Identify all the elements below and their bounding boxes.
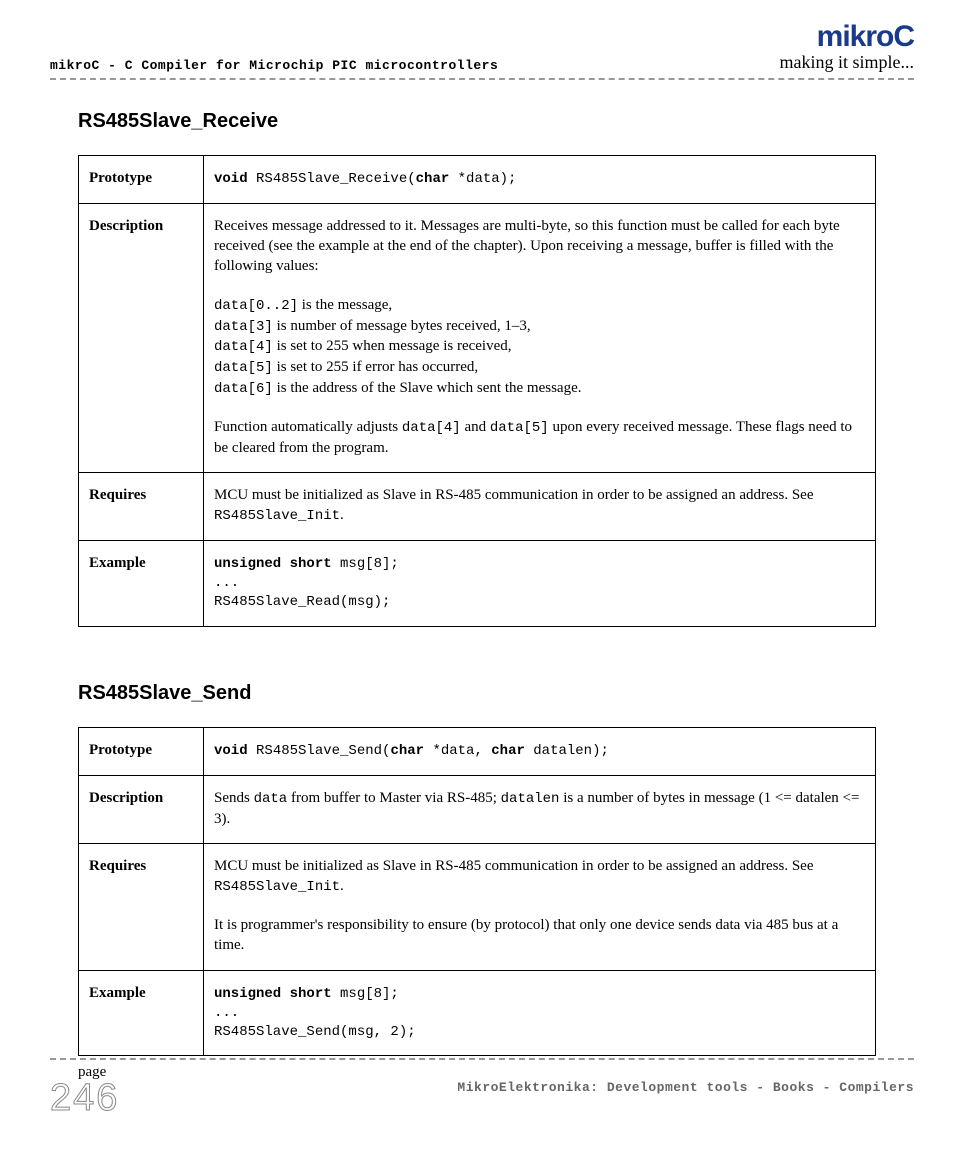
desc-text: MCU must be initialized as Slave in RS-4… xyxy=(214,487,813,503)
code-keyword: void xyxy=(214,743,248,759)
brand-tagline: making it simple... xyxy=(780,52,915,73)
desc-text: is the address of the Slave which sent t… xyxy=(273,380,582,396)
code-text: *data, xyxy=(424,743,491,759)
desc-text: Sends xyxy=(214,790,254,806)
code-text: *data); xyxy=(449,171,516,187)
code-text: datalen xyxy=(501,791,560,807)
cell-label: Description xyxy=(79,203,204,472)
code-keyword: unsigned short xyxy=(214,986,332,1002)
desc-text: It is programmer's responsibility to ens… xyxy=(214,915,865,956)
cell-value: void RS485Slave_Send(char *data, char da… xyxy=(204,728,876,776)
code-keyword: char xyxy=(491,743,525,759)
section-title-receive: RS485Slave_Receive xyxy=(78,110,876,133)
desc-text: is number of message bytes received, 1–3… xyxy=(273,318,531,334)
code-text: data xyxy=(254,791,288,807)
table-row: Prototype void RS485Slave_Send(char *dat… xyxy=(79,728,876,776)
footer-left: page 246 xyxy=(50,1066,119,1120)
code-text: datalen); xyxy=(525,743,609,759)
table-row: Requires MCU must be initialized as Slav… xyxy=(79,473,876,541)
cell-label: Requires xyxy=(79,844,204,971)
desc-text: from buffer to Master via RS-485; xyxy=(287,790,500,806)
cell-label: Description xyxy=(79,775,204,843)
cell-value: Receives message addressed to it. Messag… xyxy=(204,203,876,472)
desc-text: is set to 255 when message is received, xyxy=(273,338,512,354)
desc-intro: Receives message addressed to it. Messag… xyxy=(214,216,865,277)
code-text: data[4] xyxy=(402,420,461,436)
desc-text: . xyxy=(340,878,344,894)
code-text: RS485Slave_Read(msg); xyxy=(214,593,865,612)
code-keyword: char xyxy=(390,743,424,759)
code-text: data[6] xyxy=(214,381,273,397)
header-left-text: mikroC - C Compiler for Microchip PIC mi… xyxy=(50,30,498,73)
table-row: Example unsigned short msg[8]; ... RS485… xyxy=(79,541,876,627)
cell-value: MCU must be initialized as Slave in RS-4… xyxy=(204,473,876,541)
cell-value: MCU must be initialized as Slave in RS-4… xyxy=(204,844,876,971)
code-keyword: char xyxy=(416,171,450,187)
footer-divider xyxy=(50,1058,914,1060)
code-text: data[3] xyxy=(214,319,273,335)
table-send: Prototype void RS485Slave_Send(char *dat… xyxy=(78,727,876,1056)
code-text: RS485Slave_Send( xyxy=(248,743,391,759)
brand-logo: mikroC xyxy=(780,20,915,54)
desc-text: . xyxy=(340,507,344,523)
code-text: RS485Slave_Init xyxy=(214,879,340,895)
cell-value: unsigned short msg[8]; ... RS485Slave_Re… xyxy=(204,541,876,627)
table-receive: Prototype void RS485Slave_Receive(char *… xyxy=(78,155,876,627)
code-text: RS485Slave_Init xyxy=(214,508,340,524)
cell-label: Prototype xyxy=(79,728,204,776)
cell-label: Prototype xyxy=(79,156,204,204)
code-text: data[4] xyxy=(214,339,273,355)
page-number: 246 xyxy=(50,1077,119,1120)
header-brand-block: mikroC making it simple... xyxy=(780,20,915,73)
cell-value: unsigned short msg[8]; ... RS485Slave_Se… xyxy=(204,970,876,1056)
desc-text: and xyxy=(461,419,490,435)
code-text: msg[8]; xyxy=(332,986,399,1002)
code-text: data[5] xyxy=(214,360,273,376)
cell-label: Example xyxy=(79,970,204,1056)
cell-label: Example xyxy=(79,541,204,627)
table-row: Description Sends data from buffer to Ma… xyxy=(79,775,876,843)
table-row: Requires MCU must be initialized as Slav… xyxy=(79,844,876,971)
page-footer: page 246 MikroElektronika: Development t… xyxy=(50,1058,914,1120)
desc-text: is set to 255 if error has occurred, xyxy=(273,359,478,375)
table-row: Prototype void RS485Slave_Receive(char *… xyxy=(79,156,876,204)
cell-label: Requires xyxy=(79,473,204,541)
description-block: Receives message addressed to it. Messag… xyxy=(214,216,865,458)
desc-text: MCU must be initialized as Slave in RS-4… xyxy=(214,858,813,874)
section-title-send: RS485Slave_Send xyxy=(78,682,876,705)
cell-value: Sends data from buffer to Master via RS-… xyxy=(204,775,876,843)
page-content: RS485Slave_Receive Prototype void RS485S… xyxy=(0,80,954,1056)
code-text: ... xyxy=(214,1004,865,1023)
footer-right-text: MikroElektronika: Development tools - Bo… xyxy=(457,1080,914,1095)
desc-text: is the message, xyxy=(298,297,392,313)
page-header: mikroC - C Compiler for Microchip PIC mi… xyxy=(0,0,954,74)
code-text: data[5] xyxy=(490,420,549,436)
code-text: ... xyxy=(214,574,865,593)
cell-value: void RS485Slave_Receive(char *data); xyxy=(204,156,876,204)
code-text: RS485Slave_Send(msg, 2); xyxy=(214,1023,865,1042)
code-text: data[0..2] xyxy=(214,298,298,314)
code-keyword: void xyxy=(214,171,248,187)
desc-text: Function automatically adjusts xyxy=(214,419,402,435)
code-keyword: unsigned short xyxy=(214,556,332,572)
table-row: Description Receives message addressed t… xyxy=(79,203,876,472)
code-text: RS485Slave_Receive( xyxy=(248,171,416,187)
table-row: Example unsigned short msg[8]; ... RS485… xyxy=(79,970,876,1056)
code-text: msg[8]; xyxy=(332,556,399,572)
